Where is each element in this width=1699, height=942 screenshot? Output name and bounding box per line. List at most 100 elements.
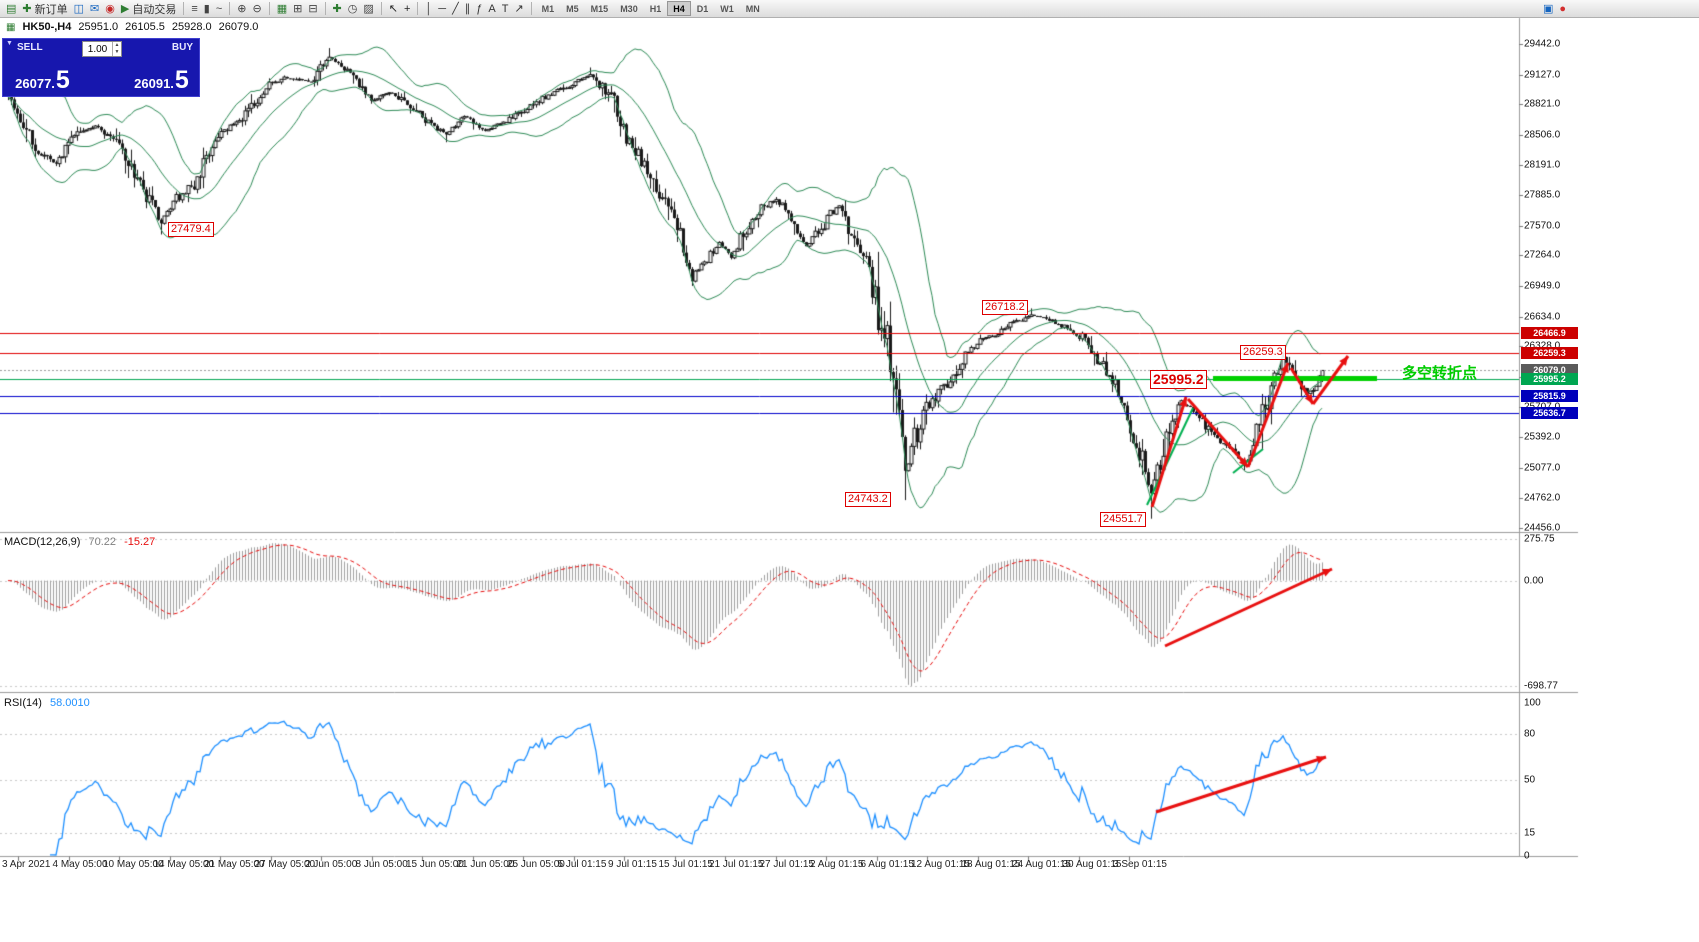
timeframe-h4-button[interactable]: H4 — [667, 1, 691, 16]
price-axis-label: 25077.0 — [1524, 462, 1561, 474]
autotrading-label: 自动交易 — [132, 3, 177, 16]
price-axis-label: 26949.0 — [1524, 280, 1561, 292]
price-callout[interactable]: 26259.3 — [1240, 345, 1286, 360]
community-icon: ▣ — [1542, 3, 1554, 15]
ohlc-high-value: 26105.5 — [125, 21, 165, 33]
community-icon[interactable]: ▣ — [1540, 1, 1556, 17]
time-axis-label: 27 May 05:00 — [254, 859, 316, 870]
price-axis-label: 24456.0 — [1524, 522, 1561, 534]
templates-button[interactable]: ▨ — [360, 1, 376, 17]
zoom-out-button[interactable]: ⊖ — [249, 1, 264, 17]
line-chart-mode-button[interactable]: ~ — [213, 1, 225, 17]
sell-price-big-digit: 5 — [55, 66, 70, 94]
toolbar-separator — [229, 2, 231, 15]
volume-value[interactable]: 1.00 — [87, 43, 108, 55]
timeframe-d1-button[interactable]: D1 — [696, 4, 709, 14]
candlestick-mode-button[interactable]: ▮ — [201, 1, 213, 17]
timeframe-m1-button[interactable]: M1 — [541, 4, 555, 14]
new-order-button[interactable]: ✚ 新订单 — [19, 1, 70, 17]
sell-price: 26077. — [15, 76, 55, 91]
draw-label-button[interactable]: T — [499, 1, 512, 17]
time-axis-label: 3 Sep 01:15 — [1113, 859, 1167, 870]
price-axis-label: 27264.0 — [1524, 249, 1561, 261]
navigator-button[interactable]: ◉ — [102, 1, 118, 17]
collapse-panel-icon[interactable]: ▼ — [6, 40, 13, 47]
macd-signal-value: -15.27 — [124, 536, 156, 548]
toolbar-separator — [380, 2, 382, 15]
price-tag: 26466.9 — [1521, 326, 1578, 339]
macd-axis-label: -698.77 — [1524, 680, 1558, 692]
tile-windows-button[interactable]: ⊟ — [305, 1, 320, 17]
market-watch-icon: ◫ — [73, 2, 85, 15]
add-indicator-button[interactable]: ✚ — [330, 1, 345, 17]
draw-text-button[interactable]: A — [485, 1, 498, 17]
price-axis-label: 27885.0 — [1524, 189, 1561, 201]
zoom-in-button[interactable]: ⊕ — [234, 1, 249, 17]
period-settings-button[interactable]: ◷ — [345, 1, 361, 17]
time-axis-label: 15 Jun 05:00 — [406, 859, 464, 870]
price-callout[interactable]: 27479.4 — [168, 222, 214, 237]
cursor-tool-button[interactable]: ↖ — [386, 1, 401, 17]
grid-toggle-icon: ▦ — [276, 2, 288, 15]
data-window-button[interactable]: ✉ — [87, 1, 102, 17]
arrange-windows-button[interactable]: ⊞ — [290, 1, 305, 17]
autotrading-button[interactable]: ▶ 自动交易 — [118, 1, 179, 17]
navigator-icon: ◉ — [105, 2, 115, 15]
rsi-axis-label: 50 — [1524, 774, 1536, 785]
price-axis-label: 25707.0 — [1524, 401, 1560, 412]
sell-button[interactable]: 26077. 5 — [3, 56, 82, 98]
toolbar-separator — [183, 2, 185, 15]
draw-trendline-button[interactable]: ╱ — [449, 1, 462, 17]
rsi-axis-label: 15 — [1524, 827, 1536, 839]
draw-vline-icon: │ — [425, 2, 433, 15]
draw-hline-button[interactable]: ─ — [435, 1, 449, 17]
price-callout[interactable]: 24551.7 — [1100, 512, 1146, 527]
draw-fibonacci-button[interactable]: ƒ — [473, 1, 485, 17]
volume-input[interactable]: 1.00 ▲ ▼ — [82, 41, 122, 57]
timeframe-m5-button[interactable]: M5 — [566, 4, 579, 14]
draw-channel-button[interactable]: ∥ — [462, 1, 474, 17]
timeframe-m15-button[interactable]: M15 — [590, 4, 609, 14]
time-axis-label: 8 Jun 05:00 — [355, 859, 408, 870]
price-tag: 25636.7 — [1521, 407, 1578, 420]
time-axis-label: 5 Jul 01:15 — [557, 859, 607, 870]
timeframe-h1-button[interactable]: H1 — [649, 4, 662, 14]
new-chart-button[interactable]: ▤ — [3, 1, 19, 17]
bar-chart-mode-button[interactable]: ≡ — [188, 1, 200, 17]
time-axis-label: 4 May 05:00 — [52, 859, 108, 870]
time-axis-label: 14 May 05:00 — [153, 859, 215, 870]
bar-chart-mode-icon: ≡ — [191, 2, 198, 15]
timeframe-m30-button[interactable]: M30 — [620, 4, 638, 14]
toolbar-separator — [530, 2, 532, 15]
time-axis-label: 27 Jul 01:15 — [759, 859, 815, 870]
market-watch-button[interactable]: ◫ — [71, 1, 87, 17]
price-tag: 26259.3 — [1521, 346, 1578, 359]
price-axis-label: 28506.0 — [1524, 129, 1561, 141]
volume-down-icon[interactable]: ▼ — [114, 49, 120, 55]
sell-button-label[interactable]: SELL — [17, 42, 43, 53]
timeframe-w1-button[interactable]: W1 — [720, 4, 734, 14]
live-help-icon[interactable]: ● — [1556, 1, 1569, 17]
draw-arrows-button[interactable]: ↗ — [511, 1, 526, 17]
buy-button-label[interactable]: BUY — [171, 42, 193, 53]
crosshair-tool-button[interactable]: + — [401, 1, 413, 17]
time-axis-label: 21 May 05:00 — [204, 859, 265, 870]
price-callout[interactable]: 26718.2 — [982, 300, 1028, 315]
turning-point-annotation[interactable]: 多空转折点 — [1402, 365, 1478, 382]
draw-vline-button[interactable]: │ — [422, 1, 435, 17]
grid-toggle-button[interactable]: ▦ — [274, 1, 290, 17]
price-callout[interactable]: 24743.2 — [845, 492, 891, 507]
price-axis-label: 26328.0 — [1524, 341, 1560, 352]
one-click-trading-panel: ▼ SELL 1.00 ▲ ▼ BUY 26077. 5 26091. 5 — [2, 38, 200, 97]
macd-name: MACD(12,26,9) — [4, 536, 81, 548]
rsi-axis-label: 80 — [1524, 728, 1536, 740]
draw-hline-icon: ─ — [438, 2, 447, 15]
data-window-icon: ✉ — [90, 2, 100, 15]
price-callout[interactable]: 25995.2 — [1150, 370, 1207, 389]
time-axis-label: 9 Jul 01:15 — [608, 859, 657, 870]
timeframe-mn-button[interactable]: MN — [745, 4, 760, 14]
buy-button[interactable]: 26091. 5 — [122, 56, 201, 98]
volume-up-icon[interactable]: ▲ — [114, 42, 120, 48]
